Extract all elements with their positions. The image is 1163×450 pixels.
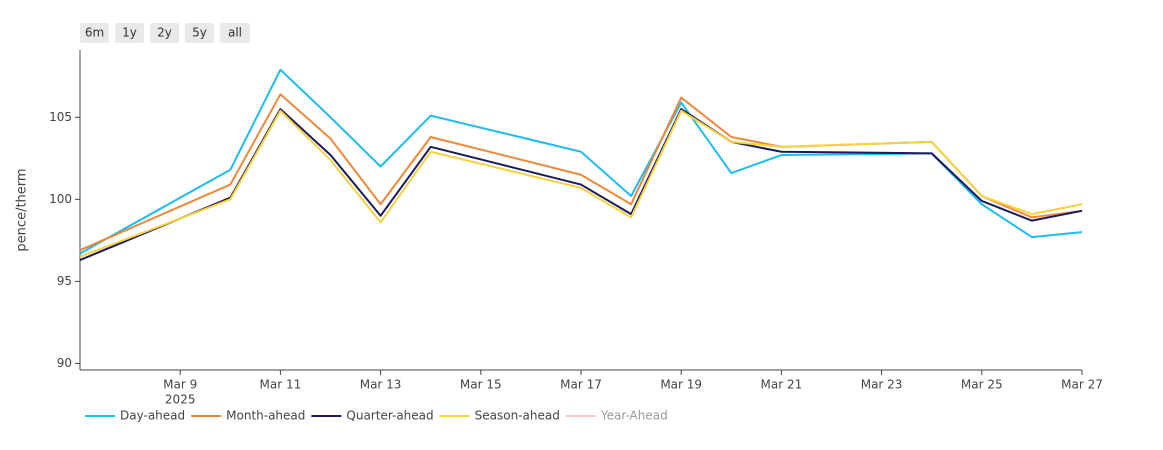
x-year-label: 2025 <box>165 393 196 407</box>
y-tick-label: 95 <box>57 274 72 288</box>
x-tick-label: Mar 13 <box>360 378 402 392</box>
legend-label[interactable]: Day-ahead <box>120 409 185 423</box>
legend-label[interactable]: Quarter-ahead <box>346 409 433 423</box>
range-button-label[interactable]: 1y <box>122 26 137 40</box>
x-tick-label: Mar 11 <box>260 378 302 392</box>
range-button[interactable] <box>115 23 144 43</box>
x-tick-label: Mar 19 <box>660 378 702 392</box>
range-button[interactable] <box>150 23 179 43</box>
legend-label[interactable]: Month-ahead <box>226 409 305 423</box>
range-button[interactable] <box>80 23 109 43</box>
y-axis-title: pence/therm <box>15 168 30 251</box>
range-button[interactable] <box>185 23 214 43</box>
range-button-label[interactable]: all <box>228 26 242 40</box>
x-tick-label: Mar 21 <box>761 378 803 392</box>
x-tick-label: Mar 23 <box>861 378 903 392</box>
x-tick-label: Mar 9 <box>163 378 197 392</box>
y-tick-label: 100 <box>49 192 72 206</box>
range-button-label[interactable]: 5y <box>192 26 207 40</box>
x-tick-label: Mar 15 <box>460 378 502 392</box>
range-button-label[interactable]: 2y <box>157 26 172 40</box>
x-tick-label: Mar 25 <box>961 378 1003 392</box>
range-button-label[interactable]: 6m <box>85 26 104 40</box>
y-tick-label: 105 <box>49 110 72 124</box>
range-button[interactable] <box>220 23 250 43</box>
series-line <box>79 68 1083 255</box>
x-tick-label: Mar 17 <box>560 378 602 392</box>
series-line <box>79 93 1083 252</box>
series-line <box>79 109 1083 258</box>
series-line <box>79 108 1083 261</box>
y-tick-label: 90 <box>57 356 72 370</box>
legend-label[interactable]: Year-Ahead <box>600 409 668 423</box>
legend-label[interactable]: Season-ahead <box>475 409 560 423</box>
x-tick-label: Mar 27 <box>1061 378 1103 392</box>
